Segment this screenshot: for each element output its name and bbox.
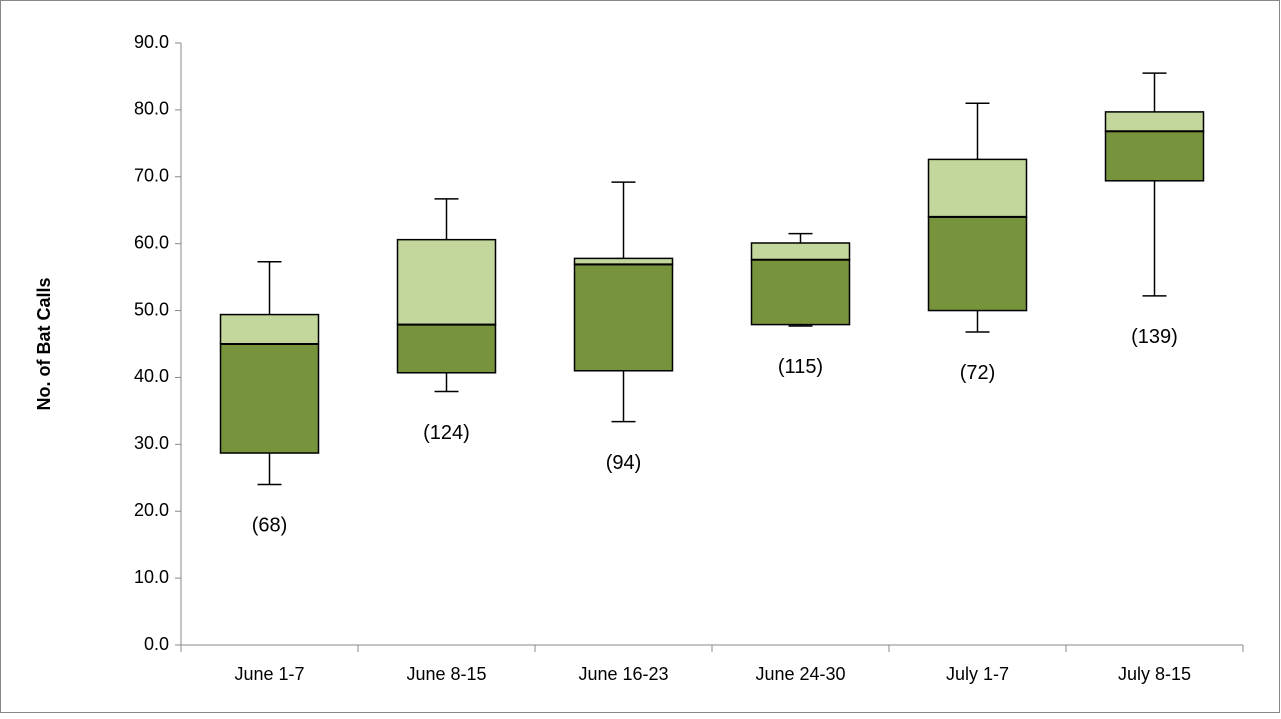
annotation: (68) xyxy=(252,515,288,537)
y-tick-label: 20.0 xyxy=(134,500,169,520)
x-tick-label: June 16-23 xyxy=(578,664,668,684)
box-lower xyxy=(219,343,320,454)
box-lower xyxy=(927,216,1028,312)
box-upper xyxy=(927,158,1028,218)
x-tick-label: June 24-30 xyxy=(755,664,845,684)
x-tick-label: July 8-15 xyxy=(1118,664,1191,684)
x-tick-label: July 1-7 xyxy=(946,664,1009,684)
y-axis-label: No. of Bat Calls xyxy=(34,277,54,410)
box-lower xyxy=(396,323,497,374)
x-tick-label: June 1-7 xyxy=(234,664,304,684)
y-tick-label: 40.0 xyxy=(134,366,169,386)
y-tick-label: 70.0 xyxy=(134,166,169,186)
box-lower xyxy=(573,263,674,372)
annotation: (72) xyxy=(960,362,996,384)
box-upper xyxy=(219,313,320,345)
annotation: (139) xyxy=(1131,326,1178,348)
y-tick-label: 80.0 xyxy=(134,99,169,119)
y-tick-label: 30.0 xyxy=(134,433,169,453)
y-tick-label: 60.0 xyxy=(134,232,169,252)
annotation: (94) xyxy=(606,452,642,474)
x-tick-label: June 8-15 xyxy=(406,664,486,684)
box-lower xyxy=(1104,130,1205,182)
box-upper xyxy=(396,238,497,326)
y-tick-label: 50.0 xyxy=(134,299,169,319)
box-upper xyxy=(1104,111,1205,133)
y-tick-label: 90.0 xyxy=(134,32,169,52)
annotation: (115) xyxy=(778,356,823,378)
annotation: (124) xyxy=(423,422,470,444)
y-tick-label: 10.0 xyxy=(134,567,169,587)
box-upper xyxy=(750,242,851,261)
y-tick-label: 0.0 xyxy=(144,634,169,654)
box-lower xyxy=(750,258,851,326)
